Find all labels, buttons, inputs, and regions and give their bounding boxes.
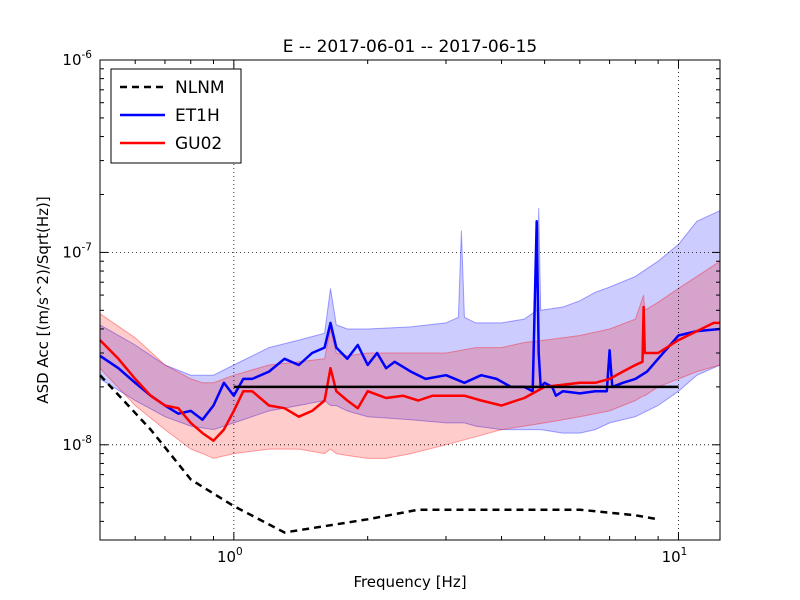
y-tick-label-0: 10-8	[62, 434, 92, 454]
y-tick-label-2: 10-6	[62, 49, 92, 69]
axis-ticks: 100 101 10-8 10-7 10-6	[62, 49, 720, 566]
et1h-line	[99, 220, 721, 421]
series-lines	[99, 220, 721, 534]
plot-frame	[99, 59, 721, 541]
chart-title: E -- 2017-06-01 -- 2017-06-15	[283, 37, 538, 57]
gu02-line	[99, 305, 720, 442]
legend-label-gu02: GU02	[175, 134, 222, 154]
nlnm-line	[99, 374, 659, 534]
legend: NLNM ET1H GU02	[110, 68, 242, 164]
x-tick-label-1: 101	[662, 546, 688, 566]
legend-label-nlnm: NLNM	[175, 78, 225, 98]
y-tick-label-1: 10-7	[62, 241, 92, 261]
y-axis-label: ASD Acc [(m/s^2)/Sqrt(Hz)]	[34, 196, 52, 403]
legend-label-et1h: ET1H	[175, 106, 220, 126]
x-axis-label: Frequency [Hz]	[353, 573, 466, 591]
x-tick-label-0: 100	[217, 546, 243, 566]
